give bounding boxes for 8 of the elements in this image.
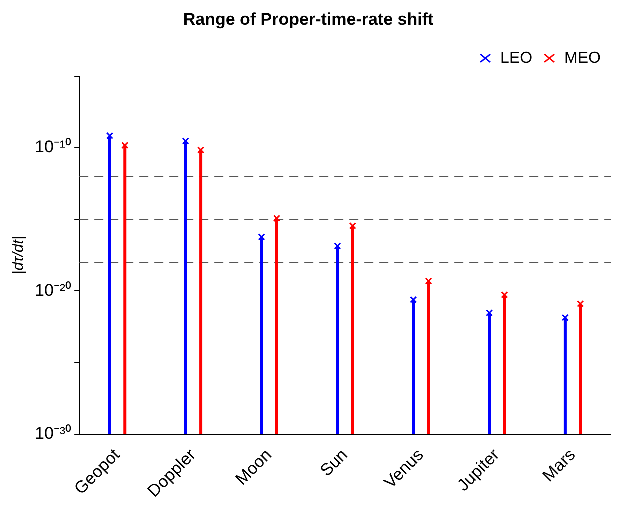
y-tick-label: 10⁻³⁰ — [34, 424, 72, 444]
y-tick-label: 10⁻¹⁰ — [34, 138, 72, 157]
legend-label: MEO — [564, 50, 602, 67]
chart-title: Range of Proper-time-rate shift — [183, 10, 434, 29]
x-tick-label: Sun — [316, 445, 352, 480]
y-axis-title: |dτ/dt| — [10, 236, 28, 275]
y-tick-label: 10⁻²⁰ — [34, 280, 72, 300]
legend-label: LEO — [500, 50, 533, 67]
